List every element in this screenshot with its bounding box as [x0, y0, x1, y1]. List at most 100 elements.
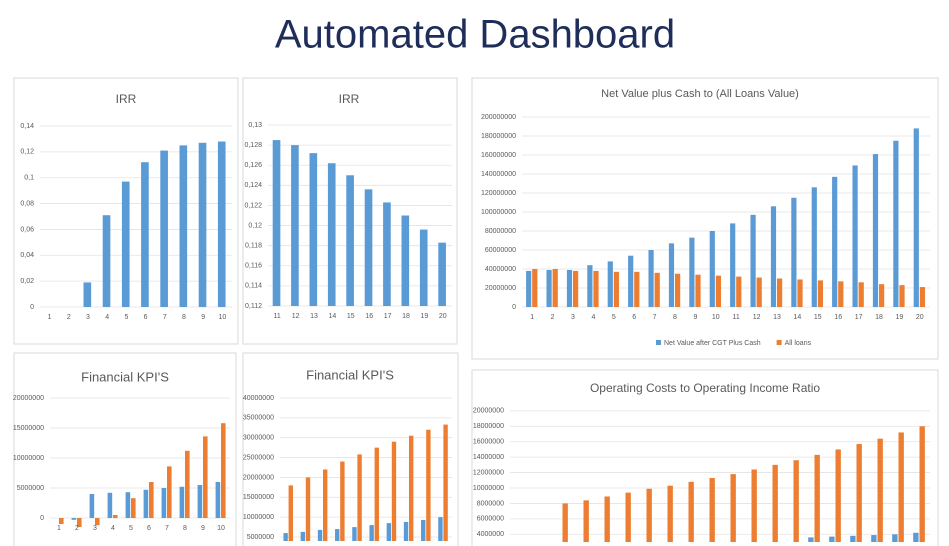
y-tick-label: 200000000 [481, 114, 516, 121]
bar [327, 163, 336, 306]
y-tick-label: 120000000 [481, 190, 516, 197]
bar [401, 215, 410, 306]
bar [71, 518, 77, 520]
bar [179, 145, 188, 307]
bar [709, 477, 715, 542]
y-tick-label: 60000000 [485, 247, 516, 254]
x-tick-label: 11 [733, 314, 740, 321]
y-tick-label: 160000000 [481, 152, 516, 159]
bar [77, 518, 82, 527]
y-tick-label: 15000000 [13, 425, 44, 432]
bar [309, 153, 318, 306]
x-tick-label: 20 [439, 313, 447, 320]
x-tick-label: 18 [402, 313, 410, 320]
bar [167, 466, 172, 518]
bar [835, 449, 841, 542]
x-tick-label: 19 [896, 314, 904, 321]
y-tick-label: 20000000 [473, 408, 504, 415]
bar [419, 229, 428, 306]
bar [793, 460, 799, 542]
bar [131, 498, 136, 518]
bar [352, 527, 357, 541]
y-tick-label: 15000000 [243, 494, 274, 501]
bar [438, 242, 446, 306]
y-tick-label: 0,128 [244, 142, 262, 149]
bar [383, 202, 391, 306]
x-tick-label: 6 [144, 314, 148, 321]
bar [438, 517, 443, 541]
bar [121, 181, 130, 307]
bar [808, 537, 814, 542]
bar [607, 261, 613, 307]
y-tick-label: 0,04 [20, 252, 34, 259]
bar [646, 488, 652, 542]
x-tick-label: 10 [217, 525, 225, 532]
y-tick-label: 0,1 [24, 175, 34, 182]
bar [552, 269, 558, 307]
y-tick-label: 80000000 [485, 228, 516, 235]
bar [573, 270, 579, 307]
bar [83, 282, 92, 307]
bar [89, 494, 95, 518]
bar [179, 486, 185, 518]
bar [709, 231, 715, 307]
y-tick-label: 5000000 [247, 534, 274, 541]
y-tick-label: 10000000 [13, 455, 44, 462]
bar [291, 145, 299, 306]
y-tick-label: 180000000 [481, 133, 516, 140]
y-tick-label: 10000000 [243, 514, 274, 521]
y-tick-label: 5000000 [17, 485, 44, 492]
bar [102, 215, 111, 307]
bar [613, 271, 620, 307]
y-tick-label: 0,116 [245, 263, 262, 270]
x-tick-label: 2 [551, 314, 555, 321]
x-tick-label: 1 [530, 314, 534, 321]
bar [772, 464, 778, 542]
x-tick-label: 4 [111, 525, 115, 532]
x-tick-label: 11 [274, 313, 281, 320]
x-tick-label: 17 [855, 314, 863, 321]
bar [919, 426, 925, 542]
bar [871, 535, 877, 542]
panel [471, 77, 939, 360]
x-tick-label: 3 [86, 314, 90, 321]
x-tick-label: 6 [632, 314, 636, 321]
bar [357, 454, 362, 541]
y-tick-label: 0,08 [20, 200, 34, 207]
x-tick-label: 8 [673, 314, 677, 321]
x-tick-label: 6 [147, 525, 151, 532]
x-tick-label: 18 [875, 314, 883, 321]
bar [443, 424, 448, 541]
bar [852, 165, 858, 307]
bar [221, 423, 226, 518]
y-tick-label: 0,114 [245, 283, 262, 290]
bar [197, 485, 203, 518]
x-tick-label: 5 [612, 314, 616, 321]
y-tick-label: 14000000 [473, 454, 504, 461]
x-tick-label: 5 [129, 525, 133, 532]
legend-label: Net Value after CGT Plus Cash [664, 340, 761, 347]
x-tick-label: 1 [48, 314, 52, 321]
x-tick-label: 7 [165, 525, 169, 532]
y-tick-label: 25000000 [243, 454, 274, 461]
legend-label: All loans [785, 340, 812, 347]
bar [877, 438, 883, 542]
y-tick-label: 12000000 [473, 469, 504, 476]
bar [689, 237, 695, 307]
bar [566, 269, 573, 307]
y-tick-label: 0,118 [245, 243, 262, 250]
y-tick-label: 0,13 [248, 122, 262, 129]
bar [346, 175, 354, 306]
x-tick-label: 20 [916, 314, 924, 321]
bar [919, 287, 926, 307]
bar [648, 250, 654, 307]
bar [811, 187, 817, 307]
bar [817, 280, 824, 307]
bar [756, 277, 762, 307]
bar [217, 141, 226, 307]
bar [374, 447, 379, 541]
y-tick-label: 4000000 [477, 531, 504, 538]
bar [858, 282, 864, 307]
bar [546, 269, 552, 307]
